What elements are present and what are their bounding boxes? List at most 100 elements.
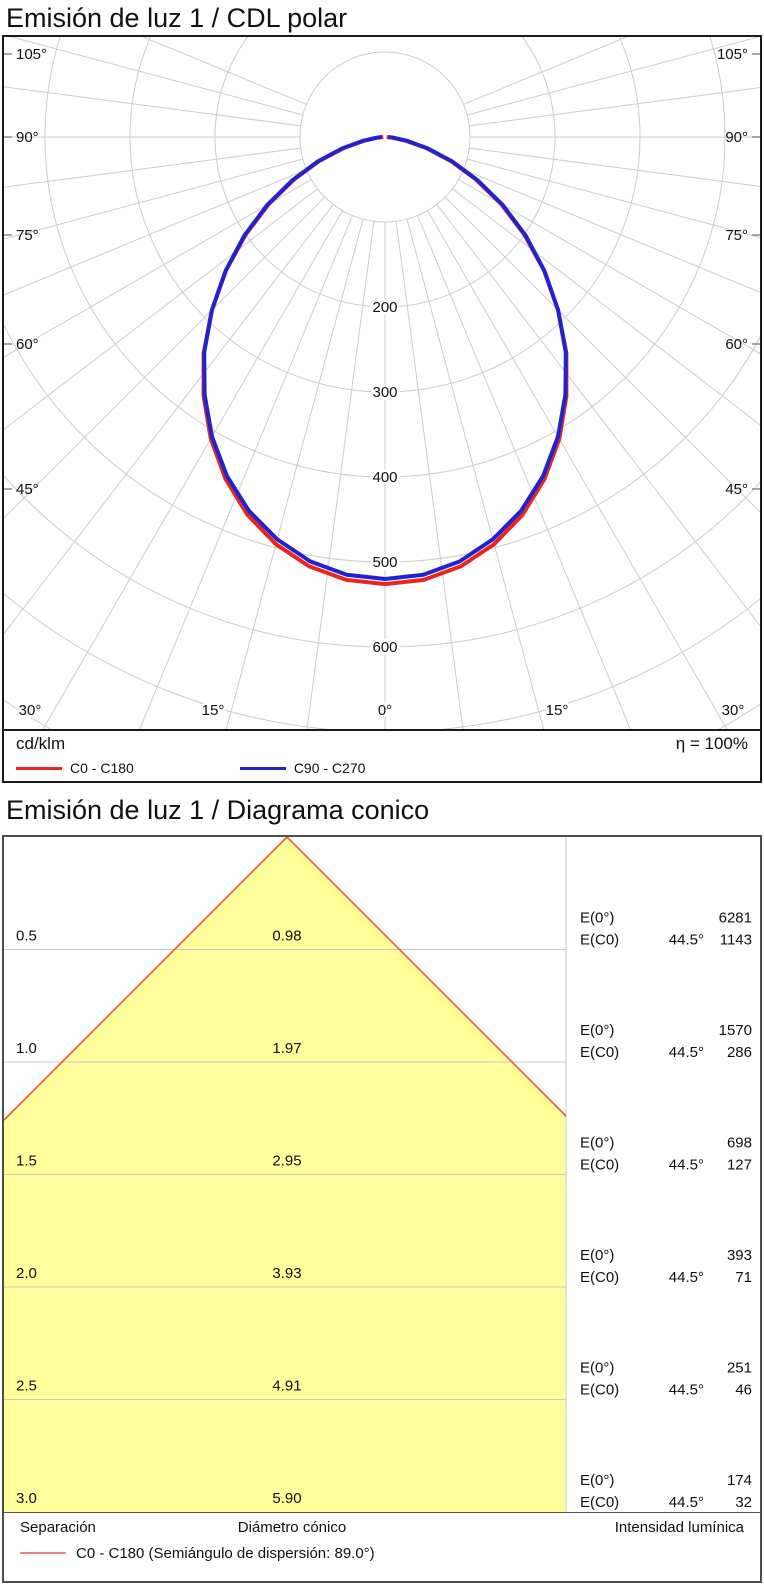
angle-label-bottom: 30° bbox=[722, 702, 745, 719]
cone-diameter-value: 4.91 bbox=[272, 1378, 301, 1395]
column-header-diametro-conico: Diámetro cónico bbox=[237, 1519, 347, 1536]
beam-angle-value: 44.5° bbox=[669, 1157, 704, 1174]
angle-spoke bbox=[436, 204, 760, 627]
cone-chart-canvas: 0.5 0.98 E(0°) 6281 E(C0) 44.5° 1143 1.0 1.97 E(0… bbox=[4, 837, 752, 1512]
column-header-intensidad-luminica: Intensidad lumínica bbox=[614, 1519, 744, 1536]
cone-legend-label: C0 - C180 (Semiángulo de dispersión: 89.… bbox=[76, 1544, 375, 1562]
cone-diameter-value: 5.90 bbox=[272, 1490, 301, 1507]
ec0-value: 46 bbox=[735, 1382, 752, 1399]
e0-label: E(0°) bbox=[580, 1360, 614, 1377]
e0-label: E(0°) bbox=[580, 910, 614, 927]
e0-value: 393 bbox=[727, 1247, 752, 1264]
e0-label: E(0°) bbox=[580, 1022, 614, 1039]
e0-label: E(0°) bbox=[580, 1135, 614, 1152]
angle-spoke bbox=[306, 221, 375, 729]
angle-label-left: 90° bbox=[16, 129, 39, 146]
angle-spoke bbox=[463, 169, 760, 293]
cone-diameter-value: 2.95 bbox=[272, 1153, 301, 1170]
c90-c270-line-swatch bbox=[239, 766, 286, 770]
angle-label-right: 75° bbox=[725, 227, 748, 244]
angle-label-left: 60° bbox=[16, 336, 39, 353]
separation-value: 0.5 bbox=[16, 928, 37, 945]
angle-spoke bbox=[225, 218, 364, 729]
angle-spoke bbox=[466, 158, 760, 238]
e0-value: 251 bbox=[727, 1360, 752, 1377]
e0-label: E(0°) bbox=[580, 1247, 614, 1264]
radial-tick-label: 500 bbox=[372, 554, 397, 571]
angle-label-bottom: 0° bbox=[378, 702, 392, 719]
radial-tick-label: 400 bbox=[372, 469, 397, 486]
cone-chart-panel: 0.5 0.98 E(0°) 6281 E(C0) 44.5° 1143 1.0 1.97 E(0… bbox=[2, 835, 762, 1583]
angle-spoke bbox=[458, 179, 760, 355]
e0-value: 1570 bbox=[719, 1022, 752, 1039]
angle-spoke bbox=[4, 158, 304, 240]
beam-angle-value: 44.5° bbox=[669, 1382, 704, 1399]
ec0-label: E(C0) bbox=[580, 1382, 619, 1399]
ec0-label: E(C0) bbox=[580, 1494, 619, 1511]
cone-footer: Separación Diámetro cónico Intensidad lu… bbox=[4, 1512, 760, 1581]
angle-spoke bbox=[4, 204, 334, 635]
cone-chart-title: Emisión de luz 1 / Diagrama conico bbox=[6, 795, 430, 825]
beam-angle-value: 44.5° bbox=[669, 1044, 704, 1061]
ec0-value: 286 bbox=[727, 1044, 752, 1061]
separation-value: 2.0 bbox=[16, 1265, 37, 1282]
beam-angle-value: 44.5° bbox=[669, 1269, 704, 1286]
angle-spoke bbox=[139, 215, 353, 729]
e0-value: 698 bbox=[727, 1135, 752, 1152]
separation-value: 1.5 bbox=[16, 1153, 37, 1170]
angle-label-right: 60° bbox=[725, 336, 748, 353]
legend-item-c90-c270: C90 - C270 bbox=[239, 760, 365, 776]
angle-label-bottom: 15° bbox=[546, 702, 569, 719]
ec0-label: E(C0) bbox=[580, 1269, 619, 1286]
angle-spoke bbox=[4, 147, 301, 188]
angle-spoke bbox=[4, 86, 301, 127]
angle-spoke bbox=[4, 179, 312, 358]
polar-legend: cd/klm η = 100% C0 - C180 C90 - C270 bbox=[4, 729, 760, 781]
angle-spoke bbox=[427, 210, 728, 729]
angle-spoke bbox=[142, 37, 307, 105]
efficiency-label: η = 100% bbox=[675, 734, 748, 753]
cone-diameter-value: 0.98 bbox=[272, 928, 301, 945]
angle-label-left: 105° bbox=[16, 46, 47, 63]
angle-label-bottom: 15° bbox=[202, 702, 225, 719]
separation-value: 1.0 bbox=[16, 1040, 37, 1057]
angle-label-left: 45° bbox=[16, 481, 39, 498]
e0-label: E(0°) bbox=[580, 1472, 614, 1489]
ec0-label: E(C0) bbox=[580, 932, 619, 949]
radial-ring bbox=[4, 593, 760, 729]
angle-spoke bbox=[469, 87, 760, 127]
cone-edge-line bbox=[4, 837, 567, 1121]
cone-diameter-value: 1.97 bbox=[272, 1040, 301, 1057]
column-header-separacion: Separación bbox=[20, 1519, 96, 1536]
angle-label-right: 45° bbox=[725, 481, 748, 498]
radial-tick-label: 600 bbox=[372, 639, 397, 656]
angle-spoke bbox=[395, 221, 464, 729]
beam-angle-value: 44.5° bbox=[669, 932, 704, 949]
legend-label-c0-c180: C0 - C180 bbox=[70, 760, 134, 776]
radial-ring bbox=[299, 51, 471, 223]
angle-spoke bbox=[452, 188, 760, 426]
angle-spoke bbox=[9, 37, 304, 116]
angle-label-right: 105° bbox=[717, 46, 748, 63]
polar-chart-title: Emisión de luz 1 / CDL polar bbox=[6, 3, 348, 33]
ec0-label: E(C0) bbox=[580, 1157, 619, 1174]
c0-c180-line-swatch bbox=[16, 766, 62, 770]
angle-spoke bbox=[417, 215, 631, 729]
polar-grid bbox=[4, 37, 760, 729]
ec0-label: E(C0) bbox=[580, 1044, 619, 1061]
angle-label-right: 90° bbox=[725, 129, 748, 146]
angle-spoke bbox=[42, 210, 343, 729]
angle-spoke bbox=[406, 218, 545, 729]
radial-tick-label: 300 bbox=[372, 384, 397, 401]
polar-chart-canvas: 200 300 400 500 600 105° 105° 90° 90° 75° 75° 60° 60… bbox=[4, 37, 760, 729]
ec0-value: 1143 bbox=[720, 932, 752, 949]
separation-value: 3.0 bbox=[16, 1490, 37, 1507]
angle-spoke bbox=[466, 37, 760, 116]
angle-label-bottom: 30° bbox=[19, 702, 42, 719]
radial-ring bbox=[4, 699, 760, 729]
e0-value: 6281 bbox=[719, 910, 752, 927]
ec0-value: 71 bbox=[735, 1269, 752, 1286]
angle-spoke bbox=[4, 196, 326, 519]
radial-tick-label: 200 bbox=[372, 299, 397, 316]
angle-spoke bbox=[469, 147, 760, 187]
